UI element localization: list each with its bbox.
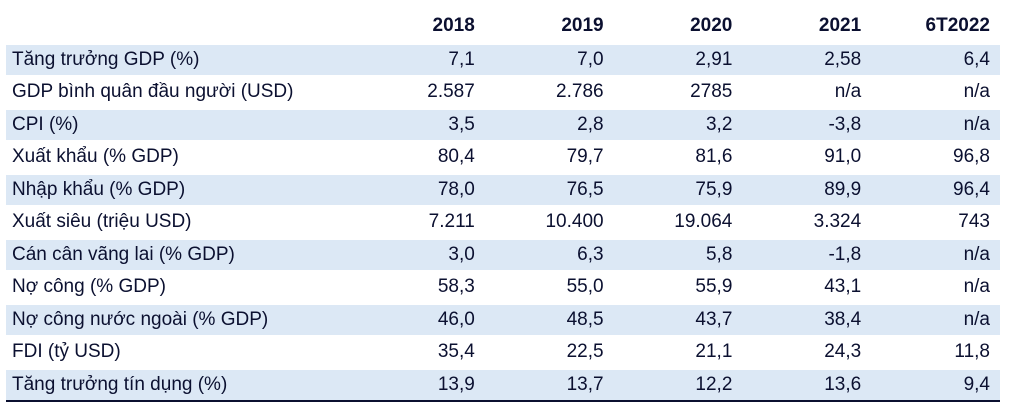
table-row: Xuất khẩu (% GDP) 80,4 79,7 81,6 91,0 96,8 xyxy=(6,141,1000,175)
row-label: Tăng trưởng GDP (%) xyxy=(6,43,356,77)
value-cell: 78,0 xyxy=(356,173,485,207)
row-label: Nhập khẩu (% GDP) xyxy=(6,173,356,207)
value-cell: 3,2 xyxy=(613,108,743,142)
value-cell: 55,9 xyxy=(613,271,743,305)
value-cell: 743 xyxy=(871,206,1000,240)
value-cell: 79,7 xyxy=(484,141,614,175)
header-cell-2018: 2018 xyxy=(356,10,485,45)
value-cell: 22,5 xyxy=(484,336,614,370)
table-row: Xuất siêu (triệu USD) 7.211 10.400 19.064 3.… xyxy=(6,206,1000,240)
value-cell: -1,8 xyxy=(742,238,872,272)
header-cell-2021: 2021 xyxy=(742,10,872,45)
table-row: Cán cân vãng lai (% GDP) 3,0 6,3 5,8 -1,8 n/a xyxy=(6,238,1000,272)
table-row: Tăng trưởng GDP (%) 7,1 7,0 2,91 2,58 6,4 xyxy=(6,43,1000,77)
value-cell: n/a xyxy=(871,238,1000,272)
value-cell: 75,9 xyxy=(613,173,743,207)
value-cell: 38,4 xyxy=(742,303,872,337)
table-body: Tăng trưởng GDP (%) 7,1 7,0 2,91 2,58 6,4 GDP … xyxy=(6,43,1000,402)
row-label: Tăng trưởng tín dụng (%) xyxy=(6,368,356,402)
value-cell: 13,9 xyxy=(356,368,485,402)
value-cell: 5,8 xyxy=(613,238,743,272)
value-cell: 6,4 xyxy=(871,43,1000,77)
row-label: GDP bình quân đầu người (USD) xyxy=(6,76,356,110)
value-cell: 46,0 xyxy=(356,303,485,337)
value-cell: n/a xyxy=(871,271,1000,305)
value-cell: 43,1 xyxy=(742,271,872,305)
value-cell: 3,5 xyxy=(356,108,485,142)
value-cell: 7,0 xyxy=(484,43,614,77)
value-cell: 2,58 xyxy=(742,43,872,77)
value-cell: 91,0 xyxy=(742,141,872,175)
value-cell: 76,5 xyxy=(484,173,614,207)
row-label: Cán cân vãng lai (% GDP) xyxy=(6,238,356,272)
value-cell: 96,8 xyxy=(871,141,1000,175)
value-cell: 35,4 xyxy=(356,336,485,370)
value-cell: 6,3 xyxy=(484,238,614,272)
value-cell: 2.587 xyxy=(356,76,485,110)
value-cell: 19.064 xyxy=(613,206,743,240)
value-cell: 2,91 xyxy=(613,43,743,77)
value-cell: 48,5 xyxy=(484,303,614,337)
value-cell: n/a xyxy=(742,76,872,110)
header-cell-6t2022: 6T2022 xyxy=(871,10,1000,45)
value-cell: 3.324 xyxy=(742,206,872,240)
economic-indicators-table: 2018 2019 2020 2021 6T2022 Tăng trưởng G… xyxy=(6,10,1000,402)
table-row: Nợ công (% GDP) 58,3 55,0 55,9 43,1 n/a xyxy=(6,271,1000,305)
header-cell-label xyxy=(6,10,356,45)
row-label: CPI (%) xyxy=(6,108,356,142)
value-cell: 9,4 xyxy=(871,368,1000,402)
value-cell: 13,7 xyxy=(484,368,614,402)
value-cell: 58,3 xyxy=(356,271,485,305)
value-cell: 2,8 xyxy=(484,108,614,142)
value-cell: 7.211 xyxy=(356,206,485,240)
table-row: CPI (%) 3,5 2,8 3,2 -3,8 n/a xyxy=(6,108,1000,142)
value-cell: 96,4 xyxy=(871,173,1000,207)
row-label: Nợ công (% GDP) xyxy=(6,271,356,305)
value-cell: 7,1 xyxy=(356,43,485,77)
value-cell: 12,2 xyxy=(613,368,743,402)
table-row: Nợ công nước ngoài (% GDP) 46,0 48,5 43,7 38… xyxy=(6,303,1000,337)
value-cell: n/a xyxy=(871,76,1000,110)
header-row: 2018 2019 2020 2021 6T2022 xyxy=(6,10,1000,45)
value-cell: 24,3 xyxy=(742,336,872,370)
value-cell: 3,0 xyxy=(356,238,485,272)
value-cell: n/a xyxy=(871,303,1000,337)
value-cell: 13,6 xyxy=(742,368,872,402)
value-cell: 2.786 xyxy=(484,76,614,110)
table-row: Tăng trưởng tín dụng (%) 13,9 13,7 12,2 13,6… xyxy=(6,368,1000,402)
value-cell: n/a xyxy=(871,108,1000,142)
header-cell-2020: 2020 xyxy=(613,10,743,45)
value-cell: -3,8 xyxy=(742,108,872,142)
economic-indicators-table-container: 2018 2019 2020 2021 6T2022 Tăng trưởng G… xyxy=(6,10,1000,402)
row-label: Xuất siêu (triệu USD) xyxy=(6,206,356,240)
value-cell: 10.400 xyxy=(484,206,614,240)
value-cell: 21,1 xyxy=(613,336,743,370)
table-row: Nhập khẩu (% GDP) 78,0 76,5 75,9 89,9 96,4 xyxy=(6,173,1000,207)
value-cell: 81,6 xyxy=(613,141,743,175)
value-cell: 2785 xyxy=(613,76,743,110)
table-row: GDP bình quân đầu người (USD) 2.587 2.786 2… xyxy=(6,76,1000,110)
value-cell: 55,0 xyxy=(484,271,614,305)
value-cell: 43,7 xyxy=(613,303,743,337)
value-cell: 11,8 xyxy=(871,336,1000,370)
row-label: Nợ công nước ngoài (% GDP) xyxy=(6,303,356,337)
value-cell: 80,4 xyxy=(356,141,485,175)
value-cell: 89,9 xyxy=(742,173,872,207)
row-label: FDI (tỷ USD) xyxy=(6,336,356,370)
row-label: Xuất khẩu (% GDP) xyxy=(6,141,356,175)
table-row: FDI (tỷ USD) 35,4 22,5 21,1 24,3 11,8 xyxy=(6,336,1000,370)
header-cell-2019: 2019 xyxy=(484,10,614,45)
